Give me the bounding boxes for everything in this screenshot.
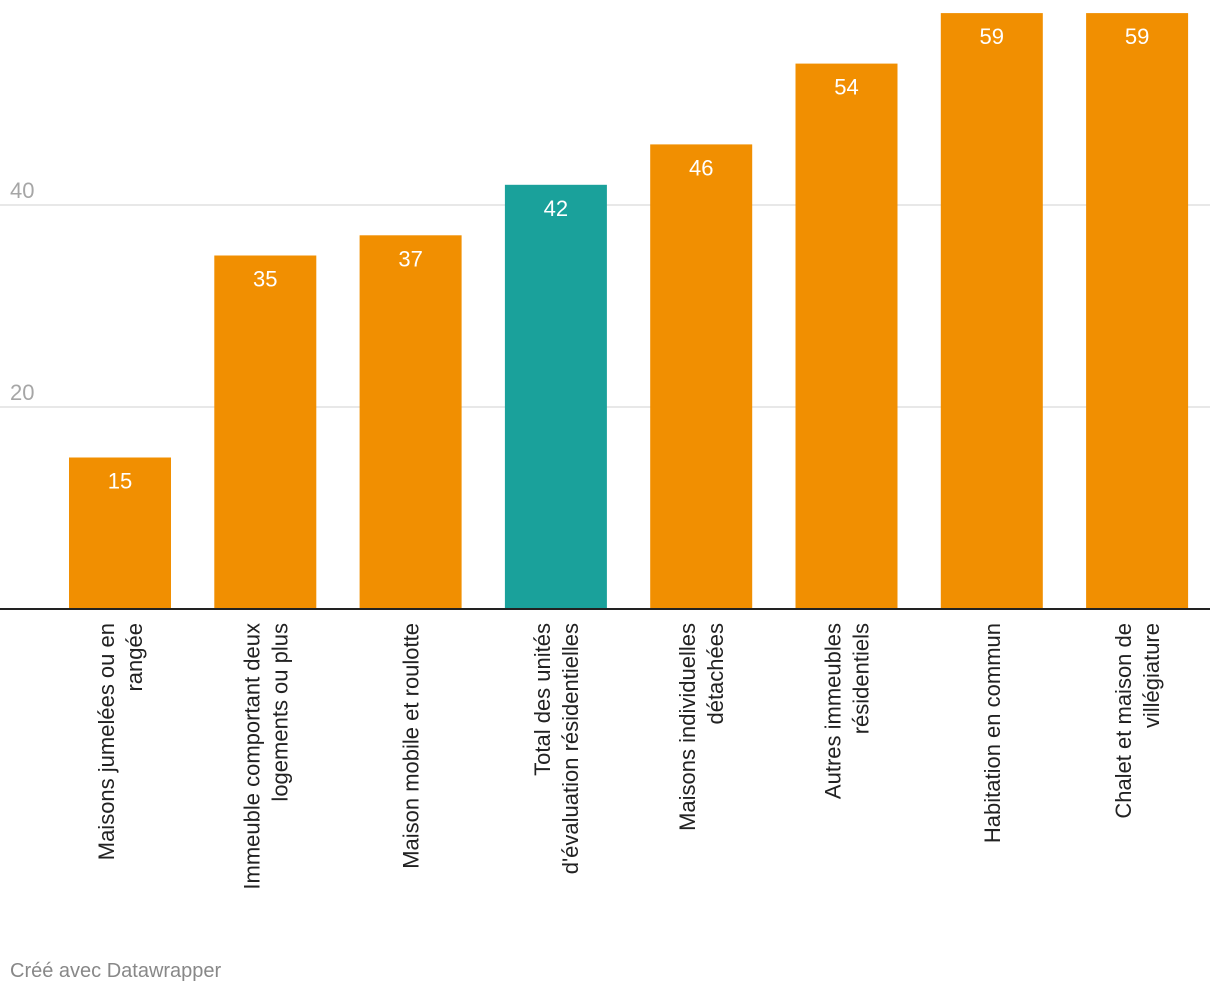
- bar-value-label: 54: [834, 75, 858, 100]
- x-category-label: Maison mobile et roulotte: [399, 623, 424, 869]
- bar: [69, 457, 171, 609]
- bar: [650, 144, 753, 609]
- chart-area: 20 40 15 35 37 42 46 54 59 59 Maisons jumelées ou …: [0, 13, 1210, 890]
- y-tick-label: 20: [10, 380, 34, 405]
- x-category-label: Immeuble comportant deux logements ou plu…: [239, 623, 292, 890]
- bar: [359, 235, 462, 610]
- bar-value-label: 59: [980, 24, 1004, 49]
- footer-credit: Créé avec Datawrapper: [10, 960, 222, 982]
- bar-value-label: 46: [689, 155, 713, 180]
- x-category-label: Maisons individuelles détachées: [675, 623, 728, 831]
- bar-value-label: 42: [544, 196, 568, 221]
- bar: [1086, 13, 1189, 610]
- x-category-label: Total des unités d'évaluation résidentiel…: [530, 623, 583, 874]
- y-tick-label: 40: [10, 178, 34, 203]
- bar: [504, 184, 607, 610]
- bar-value-label: 37: [398, 246, 422, 271]
- bar: [795, 63, 898, 610]
- bar-chart: 20 40 15 35 37 42 46 54 59 59 Maisons jumelées ou …: [0, 13, 1210, 890]
- bar: [940, 13, 1043, 610]
- x-category-label: Habitation en commun: [980, 623, 1005, 843]
- bar: [214, 255, 317, 609]
- bar-value-label: 35: [253, 267, 277, 292]
- bar-value-label: 59: [1125, 24, 1149, 49]
- x-category-label: Chalet et maison de villégiature: [1111, 623, 1164, 819]
- x-category-label: Maisons jumelées ou en rangée: [94, 623, 147, 860]
- bar-value-label: 15: [108, 469, 132, 494]
- x-category-label: Autres immeubles résidentiels: [821, 623, 874, 799]
